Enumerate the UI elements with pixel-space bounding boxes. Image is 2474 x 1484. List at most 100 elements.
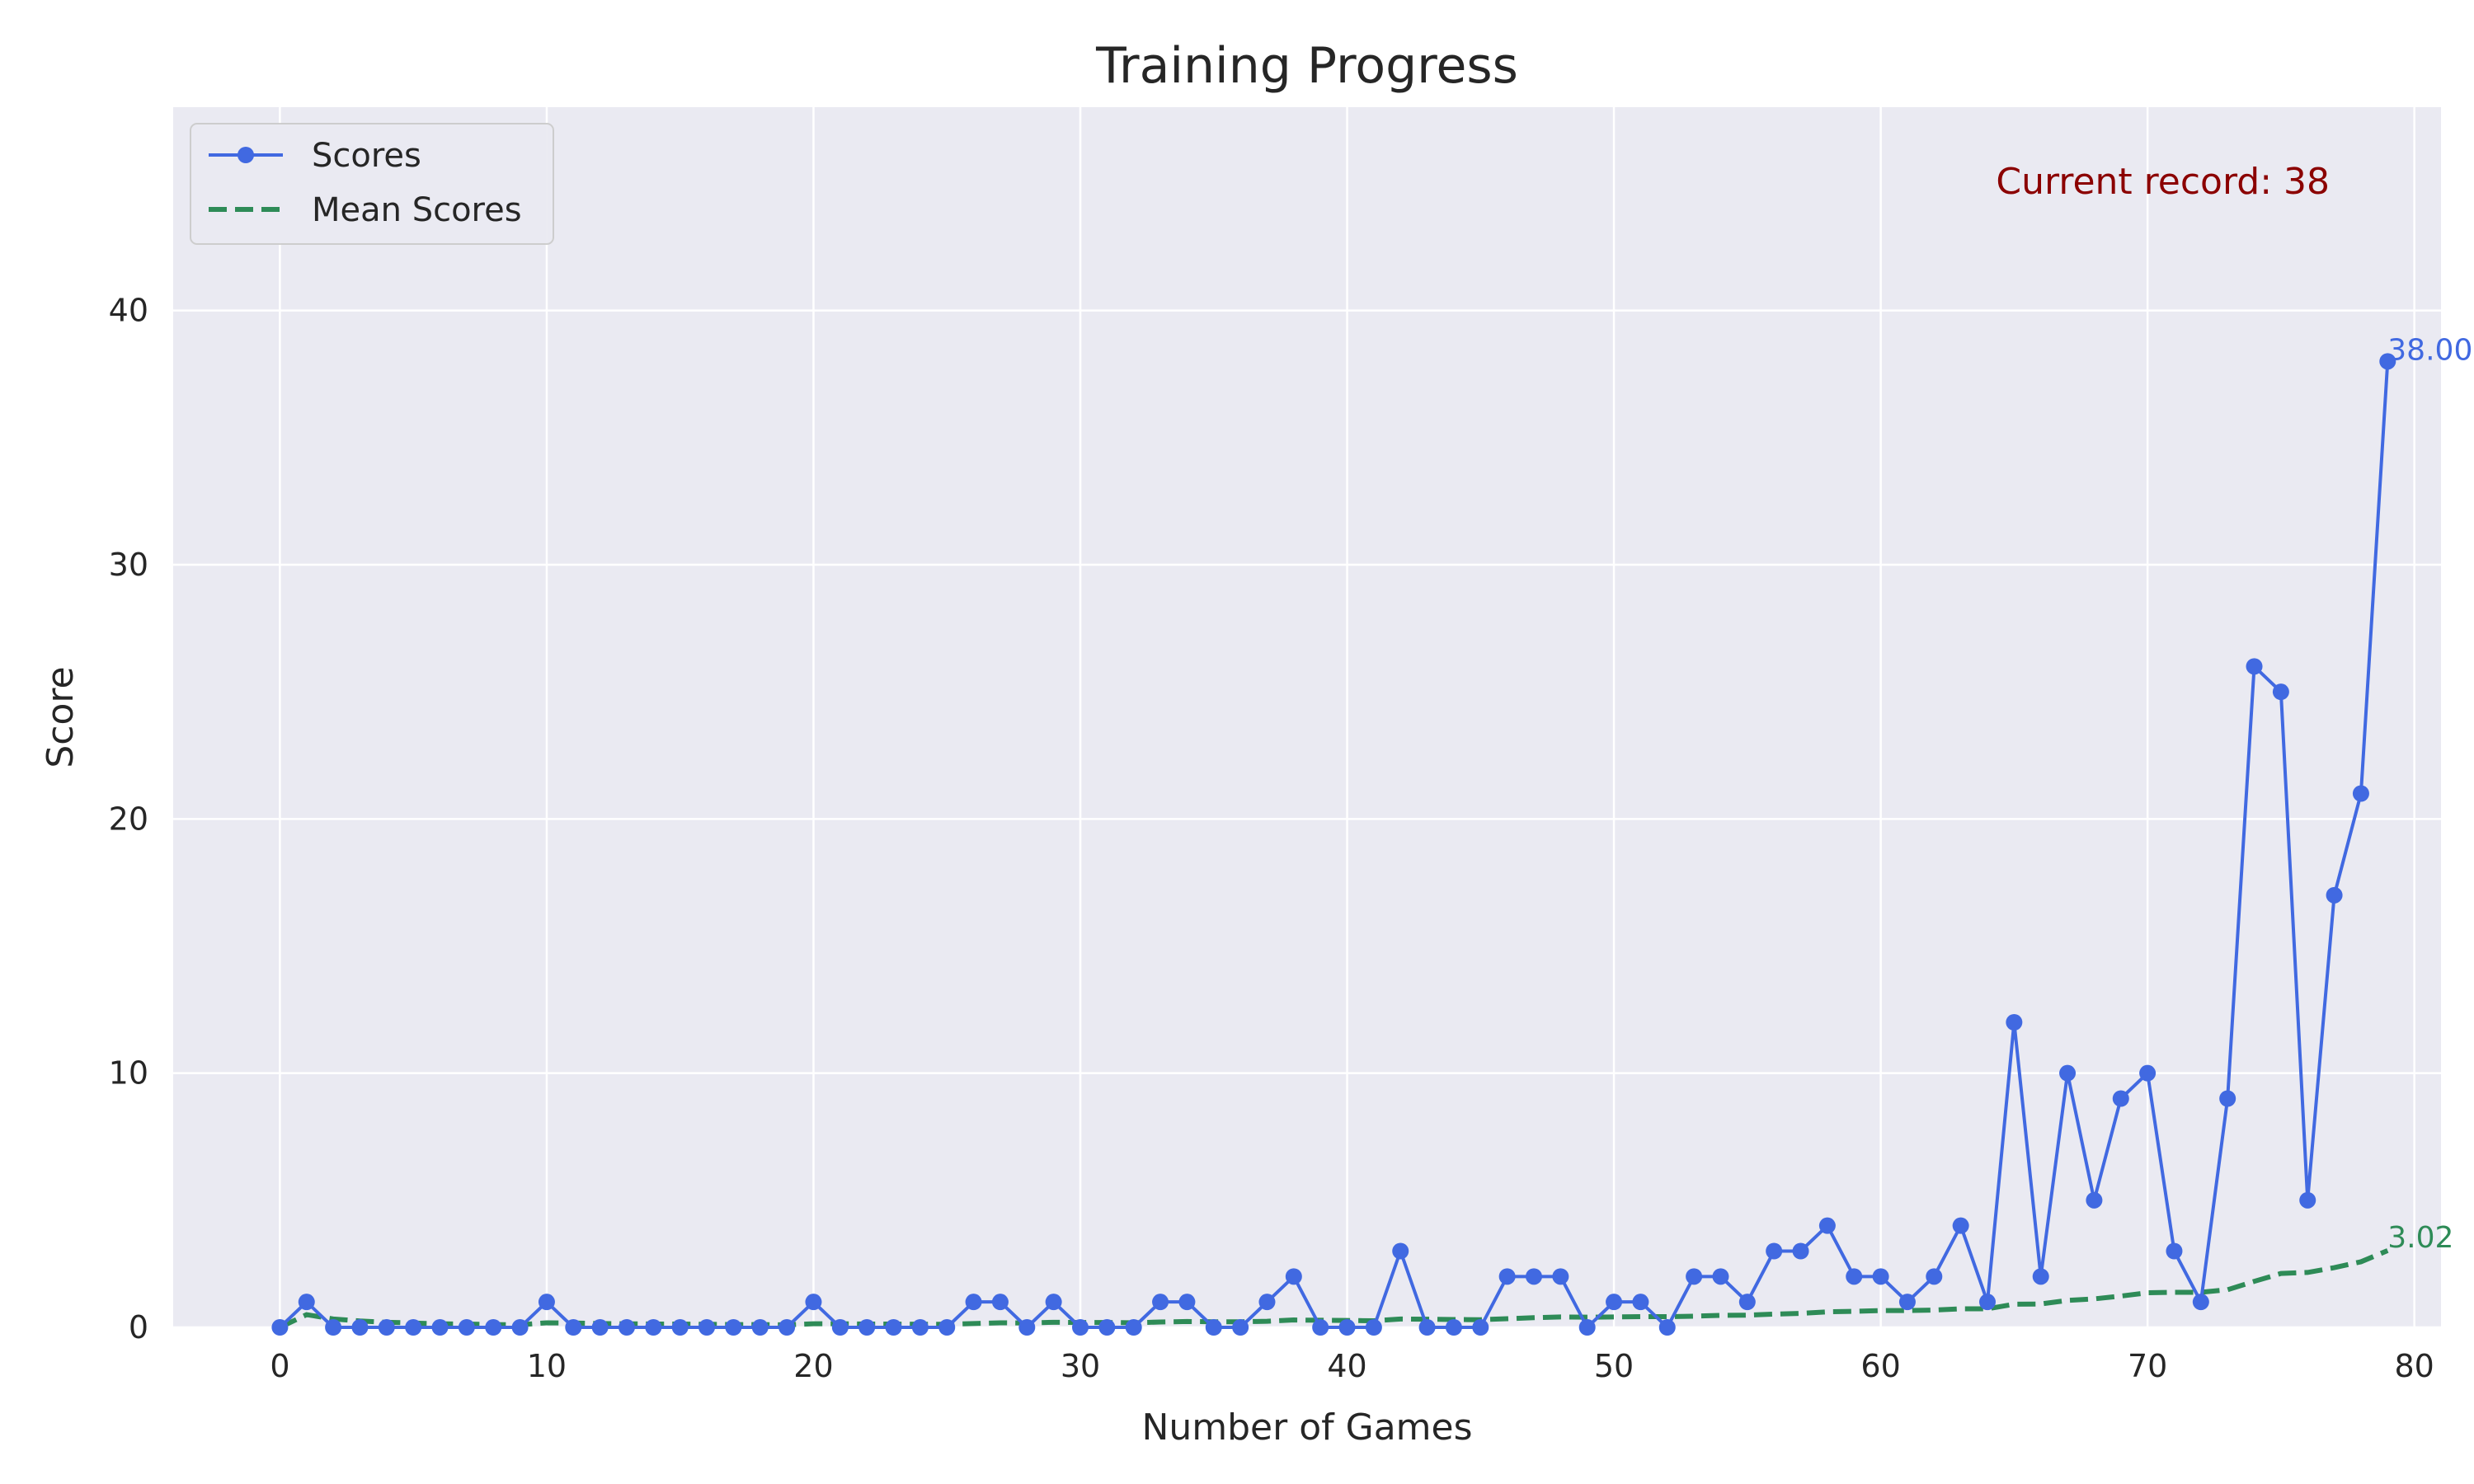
legend: Scores Mean Scores <box>190 123 554 245</box>
score-point <box>351 1319 369 1336</box>
x-axis-label: Number of Games <box>1141 1407 1472 1449</box>
score-point <box>565 1319 582 1336</box>
score-point <box>1418 1319 1436 1336</box>
x-tick-labels: 0 10 20 30 40 50 60 70 80 <box>270 1348 2434 1384</box>
score-point <box>2112 1090 2129 1107</box>
x-tick-label: 60 <box>1860 1348 1900 1384</box>
score-point <box>1232 1319 1249 1336</box>
score-point <box>1686 1268 1703 1285</box>
score-point <box>1766 1242 1783 1260</box>
record-annotation: Current record: 38 <box>1996 161 2330 203</box>
score-point <box>1365 1319 1382 1336</box>
score-point <box>1098 1319 1116 1336</box>
score-point <box>1658 1319 1676 1336</box>
score-point <box>1846 1268 1863 1285</box>
score-point <box>405 1319 422 1336</box>
legend-scores-marker <box>238 147 254 163</box>
score-point <box>1312 1319 1329 1336</box>
score-point <box>2032 1268 2049 1285</box>
score-point <box>1018 1319 1036 1336</box>
score-point <box>858 1319 876 1336</box>
score-point <box>618 1319 635 1336</box>
score-point <box>1926 1268 1943 1285</box>
y-tick-label: 10 <box>109 1055 148 1092</box>
x-tick-label: 80 <box>2394 1348 2434 1384</box>
score-point <box>1045 1294 1062 1311</box>
score-point <box>1125 1319 1142 1336</box>
score-point <box>1738 1294 1756 1311</box>
mean-scores-end-label: 3.02 <box>2387 1221 2453 1255</box>
score-point <box>991 1294 1009 1311</box>
x-tick-label: 50 <box>1594 1348 1634 1384</box>
y-axis-label: Score <box>40 666 82 768</box>
score-point <box>431 1319 449 1336</box>
score-point <box>1392 1242 1409 1260</box>
score-point <box>911 1319 929 1336</box>
score-point <box>2352 785 2369 802</box>
score-point <box>2326 886 2343 904</box>
score-point <box>1498 1268 1516 1285</box>
chart-title: Training Progress <box>1095 37 1518 95</box>
score-point <box>698 1319 716 1336</box>
score-point <box>1578 1319 1596 1336</box>
score-point <box>271 1319 289 1336</box>
score-point <box>1472 1319 1489 1336</box>
x-tick-label: 20 <box>793 1348 833 1384</box>
y-tick-label: 0 <box>129 1309 148 1345</box>
score-point <box>1632 1294 1649 1311</box>
score-point <box>2139 1064 2157 1082</box>
score-point <box>511 1319 529 1336</box>
score-point <box>2166 1242 2183 1260</box>
y-tick-label: 20 <box>109 801 148 837</box>
score-point <box>805 1294 822 1311</box>
score-point <box>671 1319 689 1336</box>
legend-mean-label: Mean Scores <box>312 191 522 229</box>
y-tick-label: 40 <box>109 293 148 329</box>
x-tick-label: 0 <box>270 1348 289 1384</box>
end-labels: 38.00 3.02 <box>2387 333 2472 1255</box>
score-point <box>1792 1242 1809 1260</box>
score-point <box>1952 1217 1969 1234</box>
x-tick-label: 30 <box>1061 1348 1100 1384</box>
score-point <box>725 1319 742 1336</box>
scores-series <box>271 353 2396 1336</box>
score-point <box>1606 1294 1623 1311</box>
score-point <box>2219 1090 2236 1107</box>
score-point <box>1872 1268 1889 1285</box>
score-point <box>1445 1319 1462 1336</box>
score-point <box>1258 1294 1276 1311</box>
score-point <box>591 1319 609 1336</box>
score-point <box>378 1319 395 1336</box>
score-point <box>2272 683 2289 701</box>
score-point <box>2246 658 2263 675</box>
plot-background <box>173 107 2441 1327</box>
score-point <box>458 1319 475 1336</box>
score-point <box>778 1319 796 1336</box>
score-point <box>325 1319 342 1336</box>
score-point <box>1338 1319 1356 1336</box>
score-point <box>1979 1294 1996 1311</box>
score-point <box>831 1319 849 1336</box>
score-point <box>938 1319 956 1336</box>
score-point <box>1552 1268 1569 1285</box>
score-point <box>1818 1217 1836 1234</box>
score-point <box>751 1319 769 1336</box>
score-point <box>2059 1064 2077 1082</box>
y-tick-label: 30 <box>109 547 148 583</box>
x-tick-label: 40 <box>1327 1348 1366 1384</box>
score-point <box>485 1319 502 1336</box>
legend-scores-label: Scores <box>312 137 421 175</box>
score-point <box>2192 1294 2209 1311</box>
score-point <box>298 1294 315 1311</box>
score-point <box>645 1319 662 1336</box>
score-point <box>1152 1294 1169 1311</box>
score-point <box>1285 1268 1302 1285</box>
score-point <box>885 1319 902 1336</box>
x-tick-label: 70 <box>2128 1348 2167 1384</box>
score-point <box>1526 1268 1542 1285</box>
score-point <box>1178 1294 1196 1311</box>
score-point <box>1205 1319 1222 1336</box>
x-tick-label: 10 <box>527 1348 567 1384</box>
score-point <box>2006 1014 2023 1031</box>
